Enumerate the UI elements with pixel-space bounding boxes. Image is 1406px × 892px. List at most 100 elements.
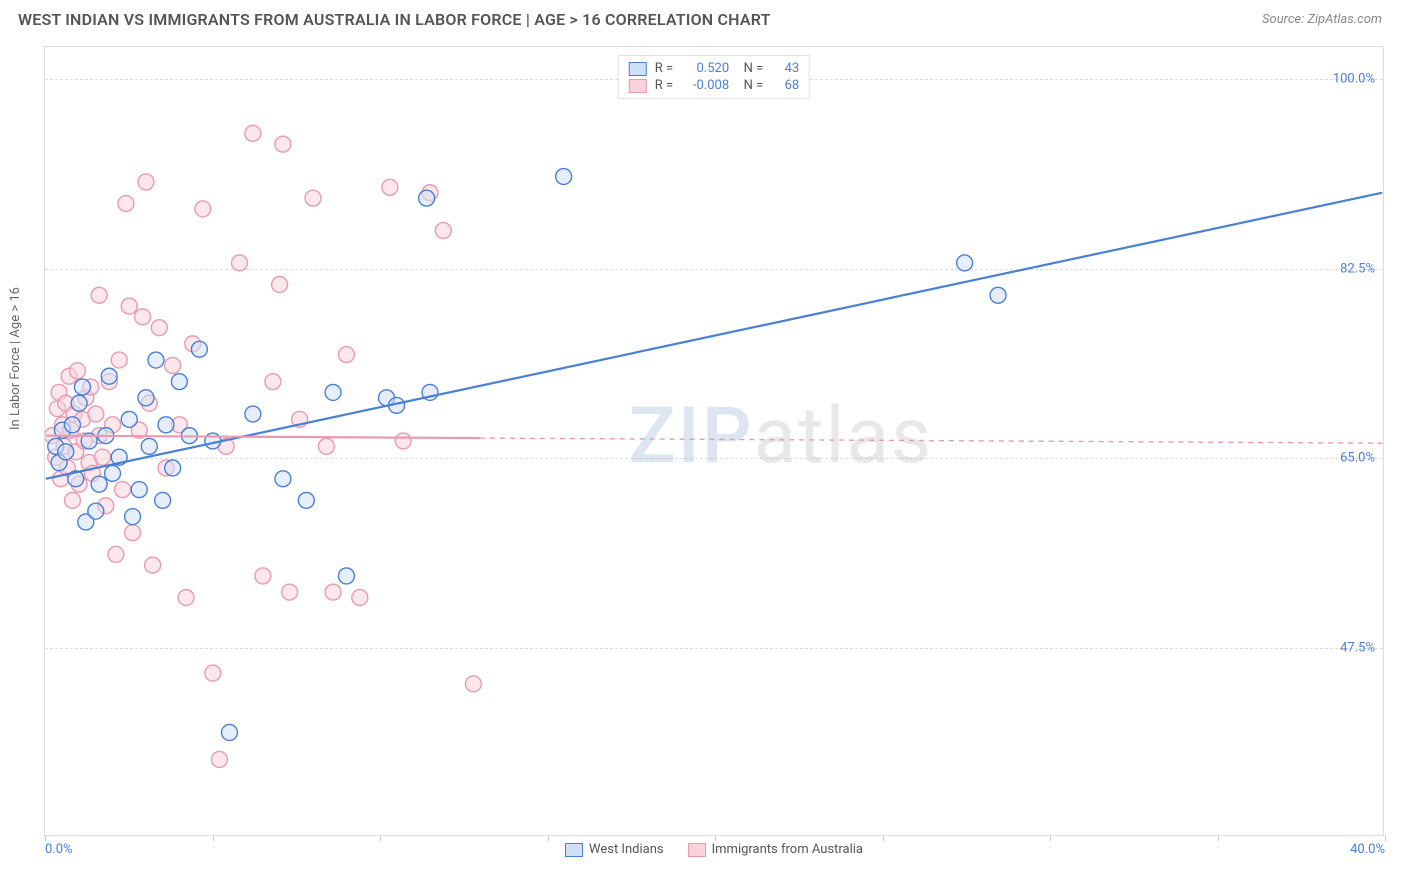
chart-frame: ZIPatlas R = 0.520 N = 43 R = -0.008 N =… xyxy=(44,46,1384,836)
data-point xyxy=(990,287,1006,303)
x-tick-mark xyxy=(45,835,46,841)
data-point xyxy=(69,363,85,379)
data-point xyxy=(141,438,157,454)
x-tick-mark xyxy=(380,835,381,841)
data-point xyxy=(165,460,181,476)
data-point xyxy=(275,471,291,487)
data-point xyxy=(195,201,211,217)
correlation-legend: R = 0.520 N = 43 R = -0.008 N = 68 xyxy=(618,55,810,99)
legend-n-label: N = xyxy=(737,78,763,93)
y-axis-label: In Labor Force | Age > 16 xyxy=(8,287,23,430)
data-point xyxy=(318,438,334,454)
data-point xyxy=(298,492,314,508)
legend-n-value-2: 68 xyxy=(771,78,799,93)
legend-r-value-1: 0.520 xyxy=(681,61,729,76)
scatter-plot xyxy=(45,47,1383,835)
data-point xyxy=(64,492,80,508)
data-point xyxy=(465,676,481,692)
series-legend: West Indians Immigrants from Australia xyxy=(565,842,863,857)
data-point xyxy=(338,568,354,584)
legend-label-1: West Indians xyxy=(589,842,664,857)
data-point xyxy=(58,444,74,460)
chart-title: WEST INDIAN VS IMMIGRANTS FROM AUSTRALIA… xyxy=(18,10,771,29)
data-point xyxy=(111,352,127,368)
x-tick-mark xyxy=(1050,835,1051,841)
data-point xyxy=(121,411,137,427)
data-point xyxy=(121,298,137,314)
data-point xyxy=(138,174,154,190)
data-point xyxy=(211,751,227,767)
data-point xyxy=(556,169,572,185)
data-point xyxy=(125,525,141,541)
data-point xyxy=(178,590,194,606)
data-point xyxy=(282,584,298,600)
legend-n-label: N = xyxy=(737,61,763,76)
data-point xyxy=(118,196,134,212)
data-point xyxy=(205,665,221,681)
data-point xyxy=(957,255,973,271)
data-point xyxy=(382,179,398,195)
legend-row-series-2: R = -0.008 N = 68 xyxy=(629,77,799,94)
data-point xyxy=(171,374,187,390)
source-attribution: Source: ZipAtlas.com xyxy=(1262,12,1382,27)
legend-swatch-1 xyxy=(629,62,647,76)
data-point xyxy=(191,341,207,357)
legend-item-2: Immigrants from Australia xyxy=(688,842,863,857)
data-point xyxy=(265,374,281,390)
legend-label-2: Immigrants from Australia xyxy=(712,842,863,857)
legend-r-value-2: -0.008 xyxy=(681,78,729,93)
data-point xyxy=(95,449,111,465)
plot-area: ZIPatlas R = 0.520 N = 43 R = -0.008 N =… xyxy=(45,47,1383,835)
data-point xyxy=(91,287,107,303)
data-point xyxy=(395,433,411,449)
data-point xyxy=(91,476,107,492)
data-point xyxy=(245,125,261,141)
legend-item-1: West Indians xyxy=(565,842,664,857)
x-tick-mark xyxy=(213,835,214,841)
legend-n-value-1: 43 xyxy=(771,61,799,76)
data-point xyxy=(272,276,288,292)
data-point xyxy=(138,390,154,406)
legend-r-label: R = xyxy=(655,61,673,76)
data-point xyxy=(305,190,321,206)
data-point xyxy=(64,417,80,433)
data-point xyxy=(325,384,341,400)
data-point xyxy=(419,190,435,206)
x-tick-label: 40.0% xyxy=(1350,842,1385,857)
data-point xyxy=(151,320,167,336)
legend-swatch-2b xyxy=(688,843,706,857)
data-point xyxy=(88,503,104,519)
x-tick-mark xyxy=(548,835,549,841)
data-point xyxy=(125,509,141,525)
legend-row-series-1: R = 0.520 N = 43 xyxy=(629,60,799,77)
data-point xyxy=(148,352,164,368)
data-point xyxy=(275,136,291,152)
data-point xyxy=(145,557,161,573)
legend-swatch-1b xyxy=(565,843,583,857)
data-point xyxy=(338,347,354,363)
x-tick-mark xyxy=(1218,835,1219,841)
data-point xyxy=(108,546,124,562)
data-point xyxy=(158,417,174,433)
data-point xyxy=(105,465,121,481)
data-point xyxy=(222,724,238,740)
data-point xyxy=(135,309,151,325)
x-tick-mark xyxy=(715,835,716,841)
data-point xyxy=(155,492,171,508)
trend-line-extrapolated xyxy=(480,438,1382,443)
data-point xyxy=(165,357,181,373)
legend-swatch-2 xyxy=(629,79,647,93)
data-point xyxy=(71,395,87,411)
data-point xyxy=(352,590,368,606)
x-tick-mark xyxy=(883,835,884,841)
data-point xyxy=(255,568,271,584)
data-point xyxy=(325,584,341,600)
data-point xyxy=(115,482,131,498)
data-point xyxy=(232,255,248,271)
data-point xyxy=(131,482,147,498)
data-point xyxy=(245,406,261,422)
x-tick-mark xyxy=(1385,835,1386,841)
data-point xyxy=(74,379,90,395)
data-point xyxy=(88,406,104,422)
legend-r-label: R = xyxy=(655,78,673,93)
